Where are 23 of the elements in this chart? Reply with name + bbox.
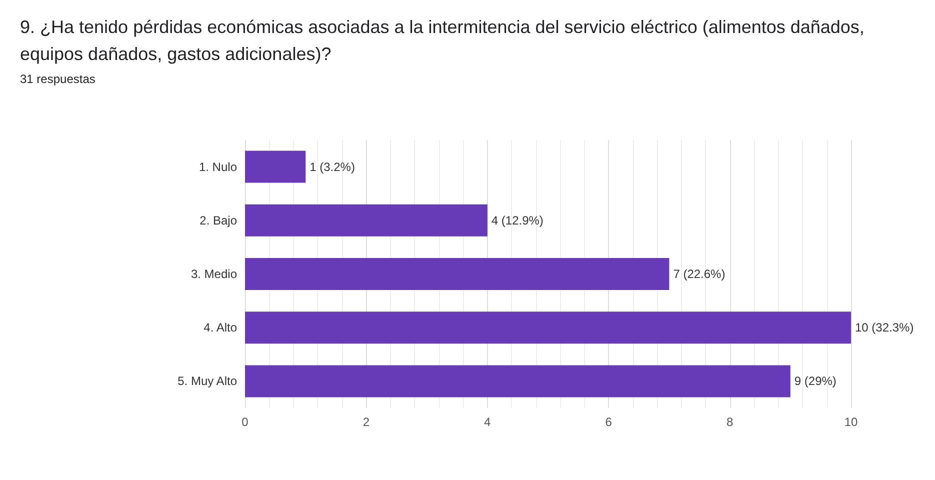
x-tick-label: 8 — [726, 415, 734, 429]
bar — [245, 150, 306, 183]
x-tick-label: 4 — [484, 415, 492, 429]
chart-title: 9. ¿Ha tenido pérdidas económicas asociadas a la intermitencia del servicio eléctrico (alimentos dañados, equipos dañados, gastos adicionales)? — [20, 16, 866, 66]
x-tick-label: 2 — [362, 415, 370, 429]
y-tick-label: 4. Alto — [204, 320, 238, 335]
y-tick-label: 2. Bajo — [200, 213, 238, 228]
x-tick-label: 10 — [844, 415, 858, 429]
data-label: 7 (22.6%) — [673, 267, 726, 281]
y-tick-label: 1. Nulo — [198, 160, 238, 174]
bar — [245, 204, 488, 236]
text: 31 respuestas — [20, 72, 96, 86]
bar — [245, 365, 790, 398]
y-tick-label: 5. Muy Alto — [178, 374, 238, 388]
x-tick-label: 0 — [242, 415, 249, 429]
y-tick-label: 3. Medio — [190, 267, 238, 281]
data-label: 10 (32.3%) — [855, 320, 914, 335]
bar — [245, 312, 851, 344]
data-label: 9 (29%) — [794, 374, 836, 388]
bar — [245, 258, 670, 290]
data-label: 1 (3.2%) — [310, 160, 355, 174]
data-label: 4 (12.9%) — [491, 213, 544, 228]
x-tick-label: 6 — [605, 415, 612, 429]
